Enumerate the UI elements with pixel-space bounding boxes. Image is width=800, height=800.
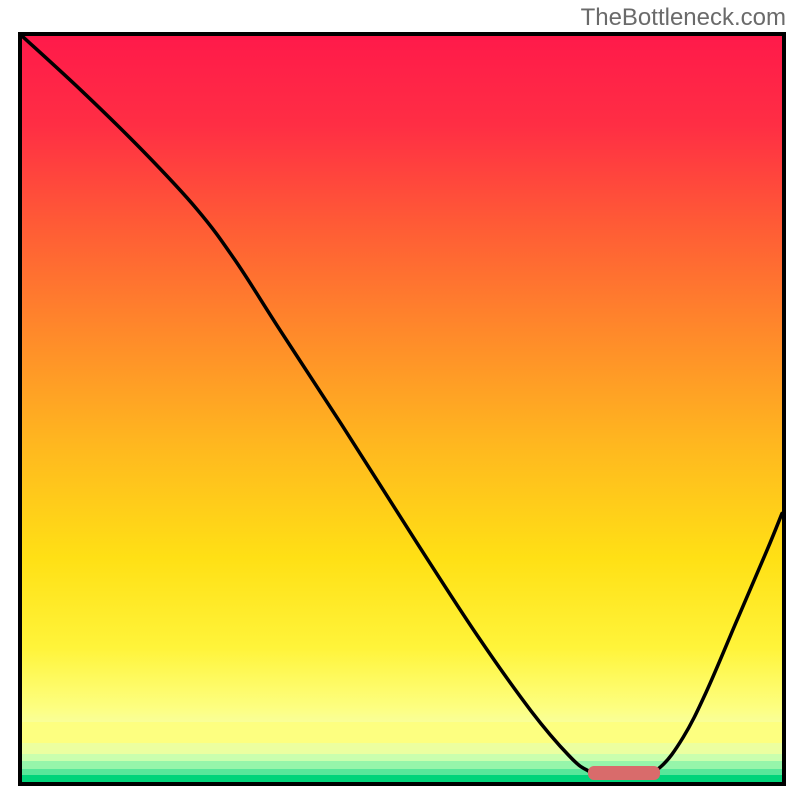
curve-svg — [22, 36, 782, 782]
watermark-text: TheBottleneck.com — [581, 4, 786, 32]
plot-area — [18, 32, 786, 786]
curve-path — [22, 36, 782, 778]
minimum-marker — [588, 766, 660, 779]
